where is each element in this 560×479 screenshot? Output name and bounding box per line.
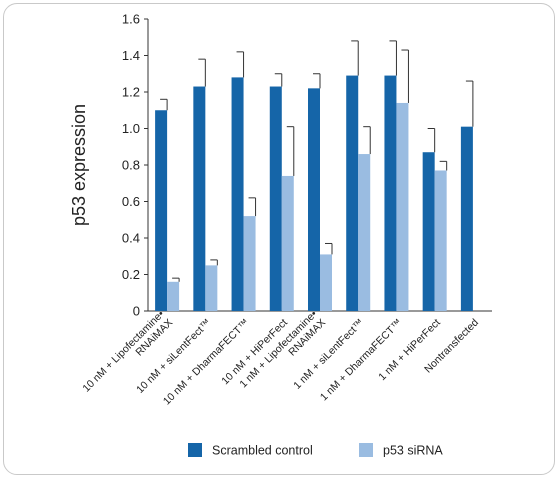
legend-swatch [188,443,202,457]
legend-label: Scrambled control [212,444,313,458]
legend-swatch [359,443,373,457]
x-tick-label: 10 nM + Lipofectamine•RNAiMAX [80,308,175,395]
bar-p53-sirna [243,216,256,311]
legend-label: p53 siRNA [383,444,443,458]
bar-scrambled-control [384,75,397,311]
y-tick-label: 1.0 [122,121,140,136]
bar-p53-sirna [205,265,218,311]
bar-scrambled-control [193,86,206,312]
bars [155,75,473,312]
bar-scrambled-control [269,86,282,312]
y-tick-label: 1.4 [122,48,140,63]
y-tick-label: 0 [133,304,140,319]
bar-scrambled-control [231,77,244,312]
bar-p53-sirna [320,254,332,311]
y-tick-label: 0.8 [122,158,140,173]
bar-p53-sirna [281,175,294,311]
bar-p53-sirna [358,154,371,311]
legend: Scrambled control p53 siRNA [188,443,443,458]
bar-scrambled-control [422,152,435,311]
y-axis-label: p53 expression [69,104,89,226]
y-tick-label: 0.4 [122,231,140,246]
bar-p53-sirna [434,170,447,311]
y-tick-label: 0.6 [122,194,140,209]
y-ticks: 0 0.2 0.4 0.6 0.8 1.0 1.2 1.4 1.6 [122,12,148,319]
bar-p53-sirna [167,281,180,311]
y-tick-label: 1.2 [122,85,140,100]
bar-scrambled-control [155,110,168,311]
y-tick-label: 0.2 [122,267,140,282]
bar-scrambled-control [460,126,473,311]
error-bars [160,40,474,282]
bar-scrambled-control [346,75,359,311]
bar-scrambled-control [308,88,320,311]
bar-p53-sirna [396,102,409,311]
y-tick-label: 1.6 [122,12,140,27]
